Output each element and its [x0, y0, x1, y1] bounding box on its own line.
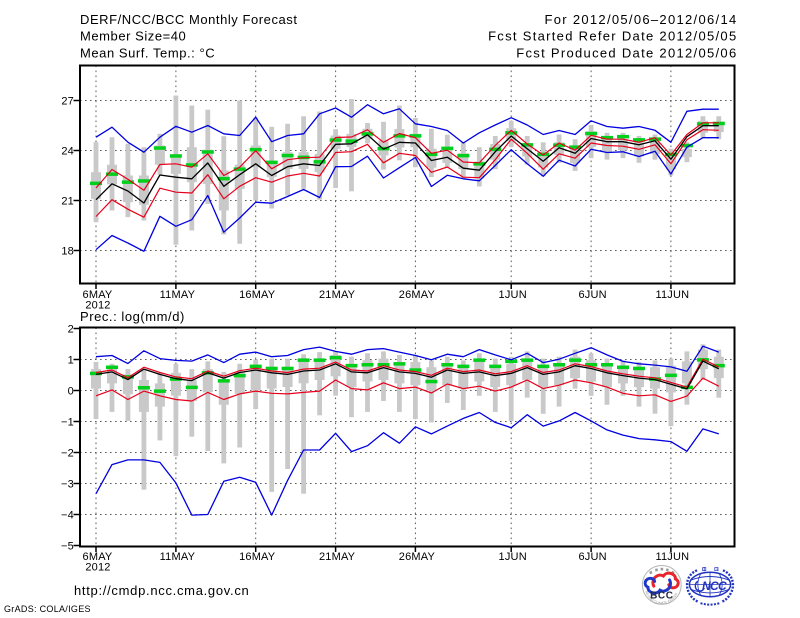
svg-text:11MAY: 11MAY: [160, 289, 196, 301]
svg-text:DERF/NCC/BCC Monthly Forecast: DERF/NCC/BCC Monthly Forecast: [80, 12, 298, 27]
svg-text:0: 0: [68, 386, 74, 398]
svg-text:11JUN: 11JUN: [655, 551, 689, 563]
svg-text:26MAY: 26MAY: [399, 289, 436, 301]
svg-text:2: 2: [68, 324, 74, 336]
svg-text:1: 1: [68, 355, 74, 367]
svg-text:26MAY: 26MAY: [399, 551, 436, 563]
svg-text:1JUN: 1JUN: [499, 551, 527, 563]
svg-text:18: 18: [61, 246, 74, 258]
svg-text:Fcst Started Refer Date 2012/0: Fcst Started Refer Date 2012/05/05: [488, 29, 737, 44]
svg-text:BCC: BCC: [650, 590, 673, 601]
svg-text:11MAY: 11MAY: [160, 551, 196, 563]
svg-text:−1: −1: [61, 417, 74, 429]
svg-text:−5: −5: [61, 541, 74, 553]
svg-text:Fcst Produced Date 2012/05/06: Fcst Produced Date 2012/05/06: [516, 46, 737, 61]
svg-text:11JUN: 11JUN: [655, 289, 689, 301]
svg-text:27: 27: [61, 96, 74, 108]
svg-text:21MAY: 21MAY: [319, 551, 356, 563]
svg-text:16MAY: 16MAY: [239, 289, 276, 301]
svg-text:http://cmdp.ncc.cma.gov.cn: http://cmdp.ncc.cma.gov.cn: [74, 583, 249, 598]
svg-text:16MAY: 16MAY: [239, 551, 276, 563]
svg-text:6JUN: 6JUN: [578, 289, 606, 301]
svg-text:21MAY: 21MAY: [319, 289, 356, 301]
svg-text:6MAY: 6MAY: [83, 551, 113, 563]
svg-text:For 2012/05/06–2012/06/14: For 2012/05/06–2012/06/14: [545, 12, 738, 27]
svg-text:NCC: NCC: [702, 579, 727, 593]
svg-text:GrADS: COLA/IGES: GrADS: COLA/IGES: [4, 604, 91, 614]
svg-text:Mean Surf. Temp.: °C: Mean Surf. Temp.: °C: [80, 46, 215, 61]
svg-text:Member Size=40: Member Size=40: [80, 29, 186, 44]
svg-text:Prec.: log(mm/d): Prec.: log(mm/d): [80, 309, 185, 324]
svg-text:6MAY: 6MAY: [83, 289, 113, 301]
svg-text:2012: 2012: [85, 562, 110, 574]
svg-text:−3: −3: [61, 479, 74, 491]
svg-text:6JUN: 6JUN: [578, 551, 606, 563]
svg-text:2012: 2012: [85, 300, 110, 312]
svg-text:1JUN: 1JUN: [499, 289, 527, 301]
svg-text:−2: −2: [61, 448, 74, 460]
svg-text:−4: −4: [61, 510, 74, 522]
svg-text:24: 24: [61, 146, 74, 158]
svg-text:21: 21: [61, 196, 74, 208]
